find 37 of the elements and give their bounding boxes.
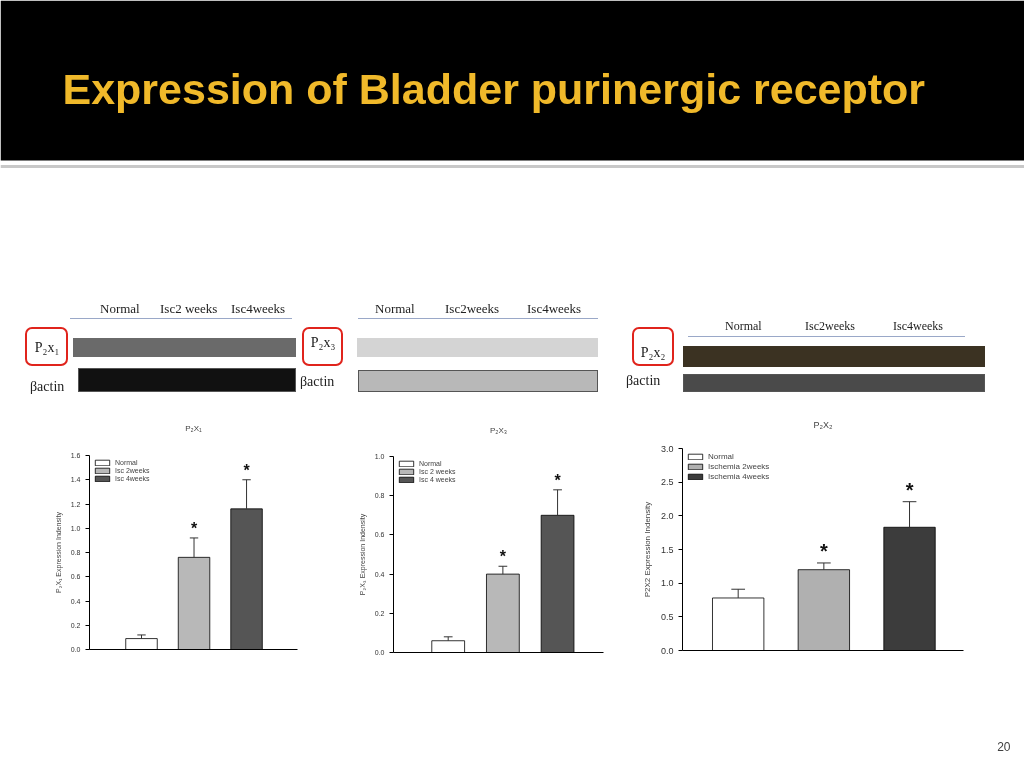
text: βactin	[30, 379, 65, 394]
text: βactin	[626, 373, 661, 388]
y-tick-label: 0.5	[660, 611, 674, 622]
text: Normal	[375, 300, 415, 316]
text: Isc4weeks	[527, 300, 582, 316]
legend-label: Ischemia 4weeks	[708, 472, 770, 481]
y-tick-label: 0.0	[660, 645, 674, 656]
text: Isc2 weeks	[160, 300, 218, 316]
text: 20	[997, 740, 1011, 754]
data-label: *	[243, 461, 251, 479]
legend-label: Normal	[708, 452, 734, 461]
text: Expression of Bladder purinergic receptor	[62, 64, 926, 113]
text: βactin	[300, 374, 335, 389]
chart-title: P₂X₁	[185, 423, 203, 433]
y-tick-label: 1.5	[660, 544, 674, 555]
chart-title: P₂X₂	[813, 419, 833, 430]
y-axis-title: P2X2 Expression Indensity	[642, 501, 652, 598]
text: Isc4weeks	[893, 319, 943, 333]
y-tick-label: 2.0	[660, 510, 674, 521]
text: Normal	[100, 300, 140, 316]
text: Isc2weeks	[445, 300, 500, 316]
text: Isc2weeks	[805, 319, 855, 333]
text: Normal	[725, 319, 762, 333]
text: P₂x₃	[310, 335, 336, 350]
y-tick-label: 1.0	[660, 578, 674, 589]
text: P₂x₁	[34, 340, 60, 355]
text: P₂x₂	[640, 345, 666, 360]
chart-title: P₂X₃	[489, 425, 508, 435]
text: Isc4weeks	[231, 300, 286, 316]
data-label: *	[819, 539, 828, 562]
legend-label: Ischemia 2weeks	[708, 462, 770, 471]
data-label: *	[554, 471, 562, 489]
y-tick-label: 2.5	[660, 477, 674, 488]
data-label: *	[499, 548, 507, 566]
y-tick-label: 3.0	[660, 443, 674, 454]
data-label: *	[905, 478, 914, 501]
data-label: *	[190, 519, 198, 537]
